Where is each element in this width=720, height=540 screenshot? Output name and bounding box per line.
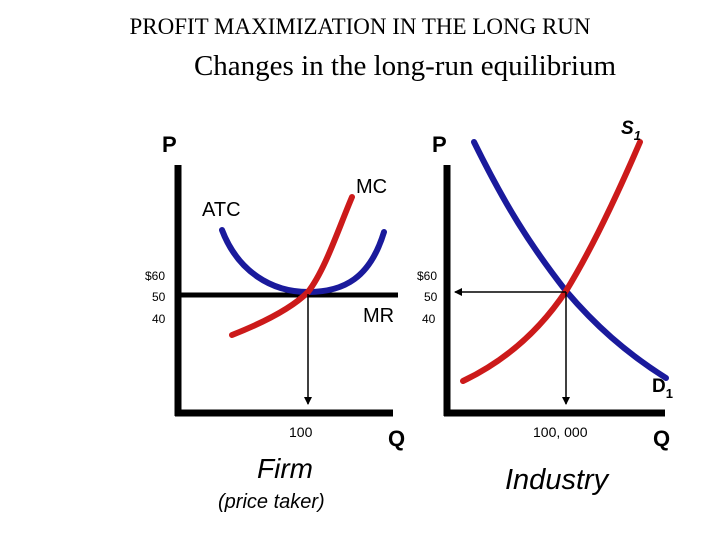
slide-subtitle: Changes in the long-run equilibrium — [193, 50, 617, 82]
firm-price-axis-label: P — [162, 132, 177, 157]
industry-panel: P S1 D1 $60 50 40 100, 000 Q Industry — [417, 118, 673, 496]
firm-atc-label: ATC — [202, 199, 241, 221]
industry-demand-subscript: 1 — [666, 386, 673, 401]
firm-panel: P ATC MC MR $60 50 40 100 Q Firm (price … — [145, 132, 405, 513]
industry-price-axis-label: P — [432, 132, 447, 157]
industry-supply-label: S1 — [621, 118, 641, 143]
industry-supply-subscript: 1 — [634, 128, 641, 143]
industry-supply-letter: S — [621, 118, 634, 139]
industry-quantity-axis-label: Q — [653, 426, 670, 451]
industry-demand-label: D1 — [652, 376, 673, 401]
firm-price-tick: $60 — [145, 269, 165, 283]
industry-price-tick: 50 — [424, 290, 438, 304]
firm-mc-curve — [229, 194, 355, 338]
firm-caption-note: (price taker) — [218, 491, 325, 513]
industry-price-tick: 40 — [422, 312, 436, 326]
firm-mc-label: MC — [356, 176, 387, 198]
industry-demand-curve — [471, 139, 669, 381]
firm-price-tick: 40 — [152, 312, 166, 326]
industry-price-tick: $60 — [417, 269, 437, 283]
firm-caption: Firm — [257, 453, 313, 484]
industry-caption: Industry — [505, 464, 610, 496]
industry-demand-letter: D — [652, 376, 666, 397]
industry-quantity-tick: 100, 000 — [533, 424, 588, 440]
firm-quantity-tick: 100 — [289, 424, 313, 440]
firm-quantity-axis-label: Q — [388, 426, 405, 451]
industry-supply-curve — [460, 139, 643, 384]
slide-title: PROFIT MAXIMIZATION IN THE LONG RUN — [129, 14, 591, 39]
firm-atc-curve — [219, 227, 387, 296]
firm-mr-label: MR — [363, 305, 394, 327]
firm-price-tick: 50 — [152, 290, 166, 304]
